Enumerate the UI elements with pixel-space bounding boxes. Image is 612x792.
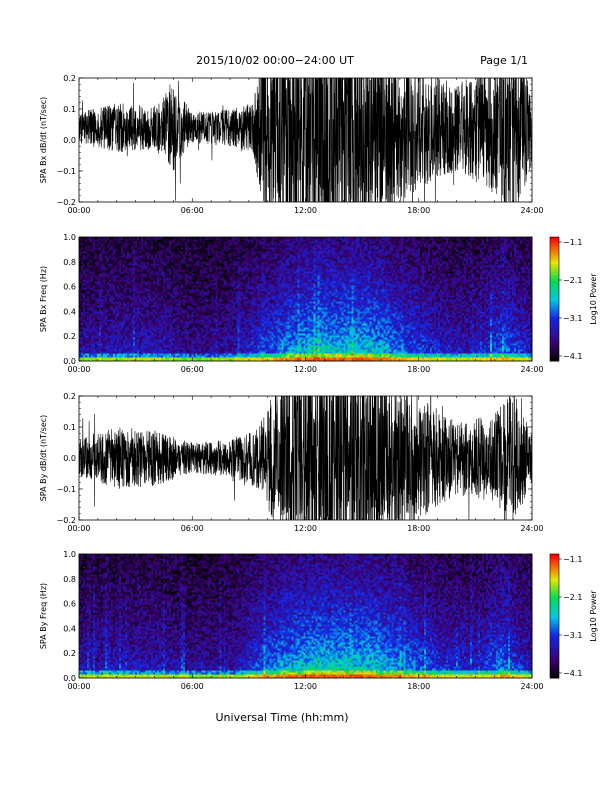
colorbar-label: Log10 Power	[589, 590, 598, 642]
y-tick-label: 1.0	[63, 233, 76, 242]
y-tick-label: −0.1	[57, 485, 76, 494]
y-tick-label: 0.0	[63, 136, 76, 145]
colorbar-tick-label: −4.1	[563, 669, 582, 678]
y-axis-label: SPA Bx dB/dt (nT/sec)	[39, 97, 48, 184]
y-tick-label: 0.4	[63, 307, 76, 316]
y-tick-label: −0.2	[57, 516, 76, 525]
y-tick-label: 0.1	[63, 423, 76, 432]
x-tick-label: 18:00	[407, 682, 430, 691]
x-tick-label: 18:00	[407, 206, 430, 215]
colorbar-tick-label: −1.1	[563, 238, 582, 247]
x-tick-label: 06:00	[181, 524, 204, 533]
x-tick-label: 12:00	[294, 524, 317, 533]
y-tick-label: 0.4	[63, 624, 76, 633]
y-tick-label: 0.2	[63, 332, 76, 341]
panel-4: −1.1 −2.1 −3.1 −4.1 Log10 Power 00:00 06:00 12:…	[39, 550, 598, 691]
y-tick-label: 0.0	[63, 454, 76, 463]
y-tick-label: 0.6	[63, 283, 76, 292]
colorbar-tick-label: −2.1	[563, 276, 582, 285]
colorbar-tick-label: −3.1	[563, 314, 582, 323]
y-tick-label: −0.2	[57, 198, 76, 207]
y-axis-label: SPA By dB/dt (nT/sec)	[39, 415, 48, 502]
panel-2: −1.1 −2.1 −3.1 −4.1 Log10 Power 00:00 06:00 12:…	[39, 233, 598, 374]
x-tick-label: 06:00	[181, 365, 204, 374]
y-tick-label: 0.2	[63, 74, 76, 83]
colorbar-tick-label: −4.1	[563, 352, 582, 361]
x-tick-label: 06:00	[181, 682, 204, 691]
x-tick-label: 06:00	[181, 206, 204, 215]
y-tick-label: 0.1	[63, 105, 76, 114]
y-axis-label: SPA By Freq (Hz)	[39, 583, 48, 649]
x-tick-label: 18:00	[407, 365, 430, 374]
x-tick-label: 18:00	[407, 524, 430, 533]
header-date-range: 2015/10/02 00:00−24:00 UT	[196, 54, 354, 67]
magnetometer-figure: 2015/10/02 00:00−24:00 UT Page 1/1 Unive…	[0, 0, 612, 792]
x-tick-label: 00:00	[67, 365, 90, 374]
spectrogram-cells	[79, 554, 532, 678]
x-tick-label: 00:00	[67, 682, 90, 691]
y-tick-label: 0.8	[63, 575, 76, 584]
y-tick-label: 0.2	[63, 392, 76, 401]
y-tick-label: 0.2	[63, 649, 76, 658]
x-tick-label: 12:00	[294, 682, 317, 691]
colorbar-label: Log10 Power	[589, 273, 598, 325]
y-tick-label: 0.0	[63, 357, 76, 366]
x-tick-label: 00:00	[67, 524, 90, 533]
x-tick-label: 12:00	[294, 365, 317, 374]
x-tick-label: 24:00	[520, 365, 543, 374]
colorbar: −1.1 −2.1 −3.1 −4.1 Log10 Power	[550, 554, 598, 679]
colorbar-tick-label: −1.1	[563, 555, 582, 564]
x-axis-title: Universal Time (hh:mm)	[216, 711, 349, 724]
x-tick-label: 24:00	[520, 682, 543, 691]
x-tick-label: 00:00	[67, 206, 90, 215]
x-tick-label: 24:00	[520, 524, 543, 533]
colorbar-tick-label: −2.1	[563, 593, 582, 602]
y-axis-label: SPA Bx Freq (Hz)	[39, 266, 48, 332]
y-tick-label: 1.0	[63, 550, 76, 559]
y-tick-label: −0.1	[57, 167, 76, 176]
y-tick-label: 0.6	[63, 600, 76, 609]
x-tick-label: 12:00	[294, 206, 317, 215]
colorbar: −1.1 −2.1 −3.1 −4.1 Log10 Power	[550, 237, 598, 362]
spectrogram-cells	[79, 237, 532, 361]
y-tick-label: 0.8	[63, 258, 76, 267]
x-tick-label: 24:00	[520, 206, 543, 215]
colorbar-tick-label: −3.1	[563, 631, 582, 640]
header-page: Page 1/1	[480, 54, 528, 67]
y-tick-label: 0.0	[63, 674, 76, 683]
